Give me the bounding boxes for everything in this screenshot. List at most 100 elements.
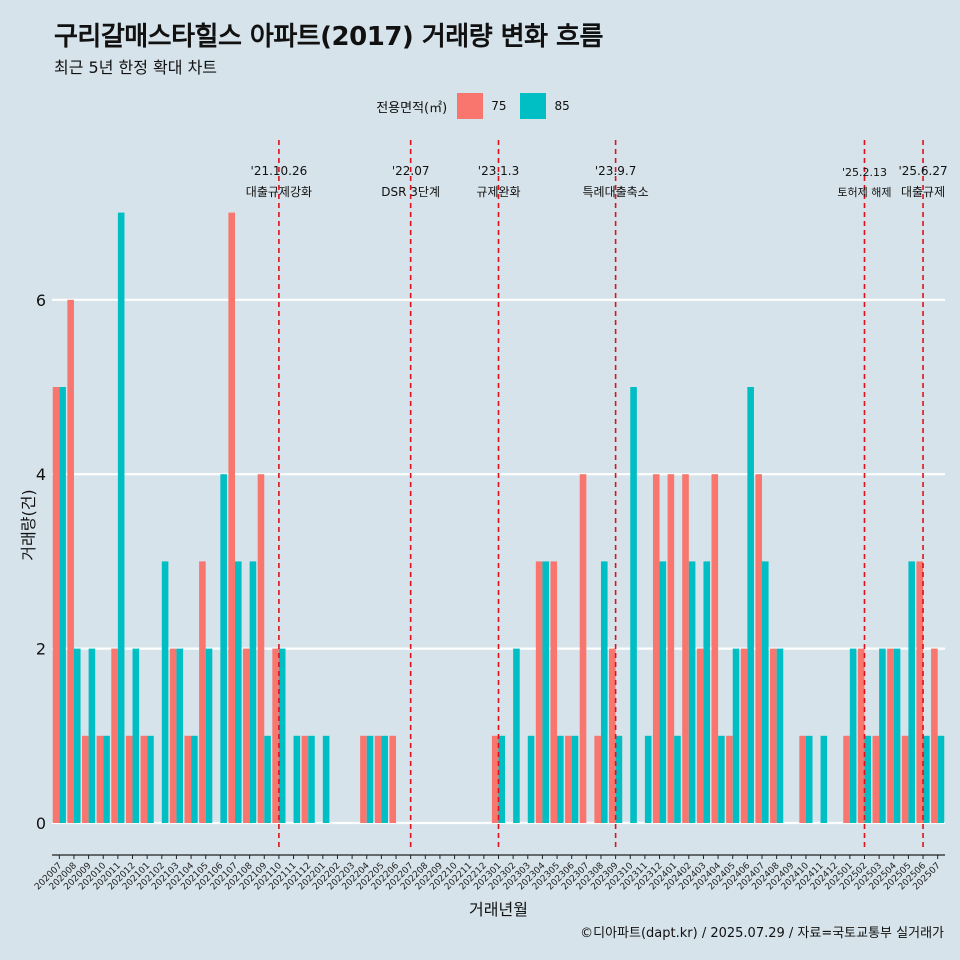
bar-75-202501 xyxy=(843,735,850,823)
bar-75-202312 xyxy=(652,474,660,823)
bar-75-202507 xyxy=(931,648,938,823)
y-tick-label: 0 xyxy=(36,814,46,833)
bar-75-202008 xyxy=(67,299,74,823)
bar-75-202012 xyxy=(125,735,133,823)
event-date: '25.6.27 xyxy=(898,164,947,178)
bar-75-202007 xyxy=(52,387,60,823)
bar-85-202506 xyxy=(923,735,930,823)
bar-85-202410 xyxy=(805,735,813,823)
legend-key-75 xyxy=(457,93,484,119)
bar-85-202304 xyxy=(542,561,550,823)
event-date: '22.07 xyxy=(392,164,430,178)
bar-75-202504 xyxy=(887,648,894,823)
bar-85-202507 xyxy=(937,735,945,823)
legend-title: 전용면적(㎡) xyxy=(376,100,448,116)
bar-85-202310 xyxy=(630,387,637,823)
bar-75-202304 xyxy=(535,561,543,823)
bar-85-202106 xyxy=(220,474,227,823)
bar-85-202103 xyxy=(176,648,184,823)
bar-85-202309 xyxy=(615,735,623,823)
bar-85-202010 xyxy=(103,735,110,823)
bar-75-202308 xyxy=(594,735,601,823)
bar-85-202201 xyxy=(322,735,330,823)
bar-85-202502 xyxy=(864,735,872,823)
event-label: 대출규제 xyxy=(901,185,945,199)
legend-label-85: 85 xyxy=(554,99,570,113)
bar-75-202112 xyxy=(301,735,309,823)
event-date: '23.1.3 xyxy=(478,164,519,178)
bar-75-202011 xyxy=(111,648,118,823)
bar-85-202501 xyxy=(849,648,857,823)
bar-85-202112 xyxy=(308,735,315,823)
bar-85-202007 xyxy=(59,387,66,823)
event-date: '21.10.26 xyxy=(251,164,308,178)
bar-85-202408 xyxy=(776,648,784,823)
bar-75-202306 xyxy=(565,735,572,823)
chart-subtitle: 최근 5년 한정 확대 차트 xyxy=(54,58,218,77)
bar-85-202107 xyxy=(234,561,242,823)
bar-85-202306 xyxy=(571,735,579,823)
bar-85-202308 xyxy=(600,561,608,823)
legend-label-75: 75 xyxy=(491,99,507,113)
bar-85-202303 xyxy=(527,735,535,823)
bar-75-202401 xyxy=(667,474,675,823)
bar-75-202109 xyxy=(257,474,265,823)
bar-85-202503 xyxy=(879,648,886,823)
bar-85-202312 xyxy=(659,561,667,823)
bar-85-202404 xyxy=(718,735,725,823)
bar-85-202405 xyxy=(732,648,740,823)
bar-85-202011 xyxy=(117,212,125,824)
x-axis-title: 거래년월 xyxy=(469,900,528,919)
bar-75-202301 xyxy=(491,735,499,823)
legend-key-85 xyxy=(520,93,547,119)
bar-75-202506 xyxy=(916,561,924,823)
bar-75-202105 xyxy=(199,561,206,823)
bar-85-202104 xyxy=(191,735,198,823)
bar-85-202109 xyxy=(264,735,271,823)
bar-85-202008 xyxy=(73,648,81,823)
bar-85-202403 xyxy=(703,561,711,823)
bar-75-202309 xyxy=(609,648,616,823)
event-label: 대출규제강화 xyxy=(246,185,312,199)
bar-85-202009 xyxy=(88,648,96,823)
event-date: '25.2.13 xyxy=(842,166,887,179)
bar-75-202206 xyxy=(389,735,397,823)
bar-85-202402 xyxy=(688,561,696,823)
bar-85-202205 xyxy=(381,735,388,823)
y-tick-label: 2 xyxy=(36,640,46,659)
bar-85-202110 xyxy=(278,648,286,823)
event-label: 특례대출축소 xyxy=(582,185,648,199)
bar-85-202105 xyxy=(205,648,213,823)
bar-75-202104 xyxy=(184,735,192,823)
bar-85-202401 xyxy=(674,735,681,823)
bar-75-202402 xyxy=(682,474,689,823)
bar-75-202505 xyxy=(901,735,909,823)
bar-85-202411 xyxy=(820,735,828,823)
bar-85-202505 xyxy=(908,561,915,823)
bar-75-202108 xyxy=(243,648,250,823)
bar-75-202009 xyxy=(82,735,89,823)
event-date: '23.9.7 xyxy=(595,164,636,178)
bar-75-202204 xyxy=(360,735,367,823)
bar-75-202503 xyxy=(872,735,880,823)
bar-85-202108 xyxy=(249,561,257,823)
bar-85-202102 xyxy=(161,561,169,823)
bar-75-202107 xyxy=(228,212,235,824)
bar-75-202403 xyxy=(696,648,704,823)
bar-85-202111 xyxy=(293,735,301,823)
bar-75-202307 xyxy=(579,474,587,823)
y-axis-title: 거래량(건) xyxy=(19,489,38,560)
y-tick-label: 4 xyxy=(36,465,46,484)
bar-75-202205 xyxy=(374,735,382,823)
bar-85-202406 xyxy=(747,387,754,823)
bar-75-202405 xyxy=(726,735,733,823)
bar-85-202101 xyxy=(147,735,154,823)
chart-caption: ©디아파트(dapt.kr) / 2025.07.29 / 자료=국토교통부 실… xyxy=(580,926,944,941)
bar-75-202110 xyxy=(272,648,279,823)
bar-85-202305 xyxy=(557,735,564,823)
bar-85-202204 xyxy=(366,735,374,823)
bar-75-202502 xyxy=(857,648,865,823)
y-tick-label: 6 xyxy=(36,291,46,310)
legend: 전용면적(㎡) 75 85 xyxy=(0,93,960,119)
